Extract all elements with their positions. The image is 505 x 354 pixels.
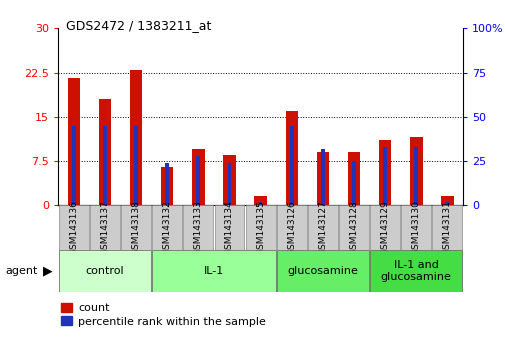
Text: GSM143129: GSM143129 bbox=[380, 200, 389, 255]
Bar bbox=[161, 167, 173, 205]
Text: GSM143126: GSM143126 bbox=[287, 200, 295, 255]
Bar bbox=[72, 126, 75, 205]
Bar bbox=[289, 126, 293, 205]
FancyBboxPatch shape bbox=[152, 250, 275, 292]
Text: GSM143137: GSM143137 bbox=[100, 200, 109, 255]
Bar bbox=[445, 202, 448, 205]
Text: GSM143128: GSM143128 bbox=[349, 200, 358, 255]
Text: ▶: ▶ bbox=[43, 264, 53, 277]
Bar bbox=[316, 152, 328, 205]
FancyBboxPatch shape bbox=[400, 205, 430, 250]
Text: GSM143133: GSM143133 bbox=[193, 200, 203, 255]
Bar bbox=[103, 126, 107, 205]
Text: GSM143135: GSM143135 bbox=[256, 200, 265, 255]
FancyBboxPatch shape bbox=[90, 205, 120, 250]
Bar bbox=[320, 149, 324, 205]
Bar bbox=[414, 147, 417, 205]
Text: IL-1: IL-1 bbox=[204, 266, 224, 276]
Bar bbox=[223, 155, 235, 205]
Bar bbox=[165, 163, 169, 205]
Bar bbox=[409, 137, 422, 205]
Bar bbox=[440, 196, 453, 205]
Text: glucosamine: glucosamine bbox=[287, 266, 358, 276]
FancyBboxPatch shape bbox=[432, 205, 462, 250]
Bar bbox=[351, 161, 355, 205]
Text: GSM143132: GSM143132 bbox=[162, 200, 171, 255]
Bar bbox=[130, 70, 142, 205]
Bar bbox=[98, 99, 111, 205]
FancyBboxPatch shape bbox=[370, 250, 462, 292]
Text: IL-1 and
glucosamine: IL-1 and glucosamine bbox=[380, 260, 451, 282]
FancyBboxPatch shape bbox=[183, 205, 213, 250]
Bar bbox=[254, 196, 266, 205]
FancyBboxPatch shape bbox=[245, 205, 275, 250]
FancyBboxPatch shape bbox=[59, 250, 150, 292]
Bar bbox=[285, 111, 297, 205]
Bar bbox=[134, 126, 138, 205]
Text: agent: agent bbox=[5, 266, 37, 276]
Text: GSM143131: GSM143131 bbox=[442, 200, 451, 255]
FancyBboxPatch shape bbox=[370, 205, 399, 250]
Bar bbox=[67, 79, 80, 205]
Text: control: control bbox=[85, 266, 124, 276]
FancyBboxPatch shape bbox=[338, 205, 368, 250]
Text: GSM143127: GSM143127 bbox=[318, 200, 327, 255]
Bar bbox=[192, 149, 204, 205]
Text: GSM143136: GSM143136 bbox=[69, 200, 78, 255]
FancyBboxPatch shape bbox=[276, 250, 368, 292]
Bar bbox=[196, 156, 200, 205]
Bar bbox=[378, 141, 390, 205]
Legend: count, percentile rank within the sample: count, percentile rank within the sample bbox=[61, 303, 265, 327]
Bar bbox=[258, 202, 262, 205]
Text: GSM143130: GSM143130 bbox=[411, 200, 420, 255]
FancyBboxPatch shape bbox=[214, 205, 244, 250]
Text: GDS2472 / 1383211_at: GDS2472 / 1383211_at bbox=[66, 19, 211, 33]
Bar bbox=[227, 163, 231, 205]
Text: GSM143138: GSM143138 bbox=[131, 200, 140, 255]
Bar bbox=[347, 152, 360, 205]
FancyBboxPatch shape bbox=[308, 205, 337, 250]
FancyBboxPatch shape bbox=[121, 205, 150, 250]
Text: GSM143134: GSM143134 bbox=[225, 200, 233, 255]
Bar bbox=[382, 147, 386, 205]
FancyBboxPatch shape bbox=[152, 205, 182, 250]
FancyBboxPatch shape bbox=[59, 205, 88, 250]
FancyBboxPatch shape bbox=[276, 205, 306, 250]
